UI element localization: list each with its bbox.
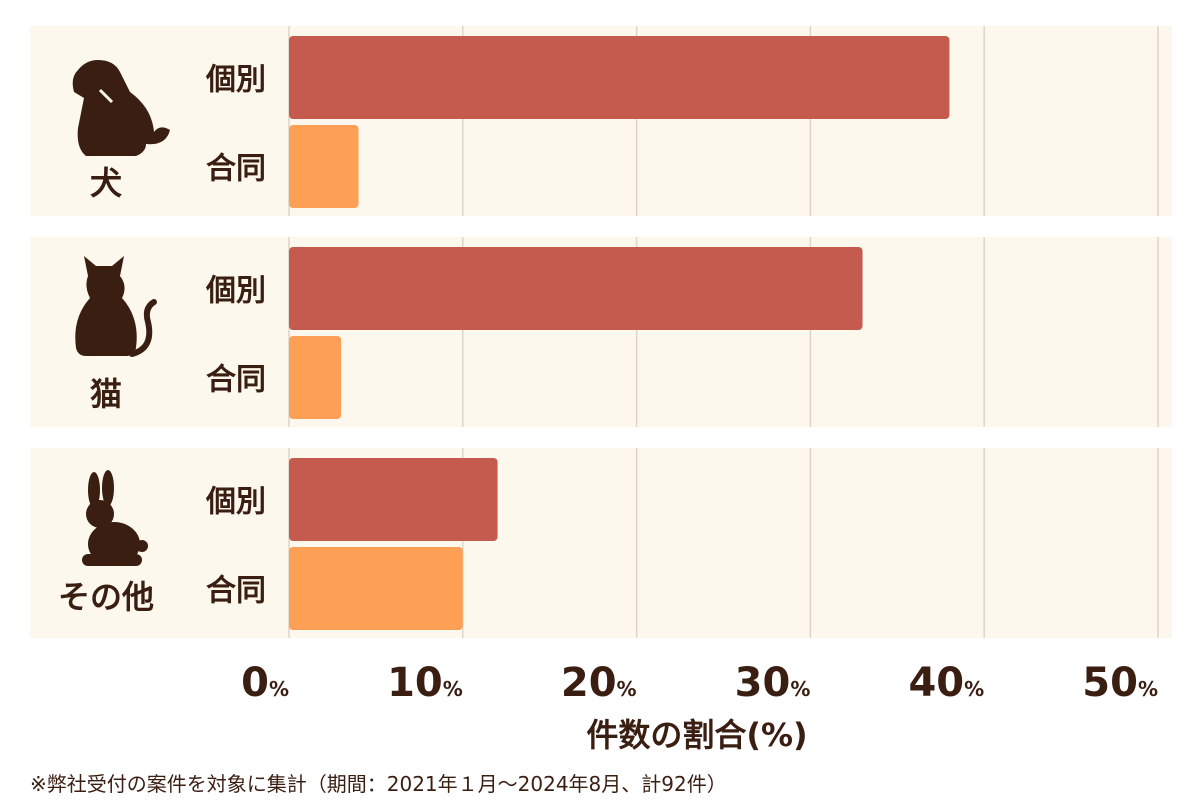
cat-icon (75, 256, 157, 357)
bar-label: 合同 (206, 574, 266, 609)
x-tick-label: 40% (908, 660, 984, 706)
bar-label: 合同 (206, 152, 266, 187)
group-label: その他 (58, 578, 154, 616)
x-tick-label: 0% (241, 660, 289, 706)
x-axis-label: 件数の割合(%) (586, 716, 807, 754)
x-tick-label: 10% (387, 660, 463, 706)
x-tick-label: 20% (561, 660, 637, 706)
bar-label: 個別 (205, 485, 266, 520)
bar (289, 247, 863, 330)
bar (289, 458, 498, 541)
group-label: 犬 (90, 164, 122, 202)
rabbit-icon (82, 470, 148, 566)
group-icons (72, 60, 170, 566)
bar (289, 547, 463, 630)
bar (289, 36, 950, 119)
x-tick-labels: 0% 10% 20% 30% 40% 50% (241, 660, 1158, 706)
bar-label: 個別 (205, 63, 266, 98)
footnote: ※弊社受付の案件を対象に集計（期間：2021年１月〜2024年8月、計92件） (30, 772, 727, 796)
x-tick-label: 50% (1082, 660, 1158, 706)
bar-label: 個別 (205, 274, 266, 309)
bar-label: 合同 (206, 363, 266, 398)
bars (289, 36, 950, 630)
bar (289, 125, 359, 208)
bar (289, 336, 342, 419)
dog-icon (72, 60, 170, 156)
x-tick-label: 30% (735, 660, 811, 706)
group-panel (30, 448, 1172, 638)
group-label: 猫 (90, 375, 122, 413)
